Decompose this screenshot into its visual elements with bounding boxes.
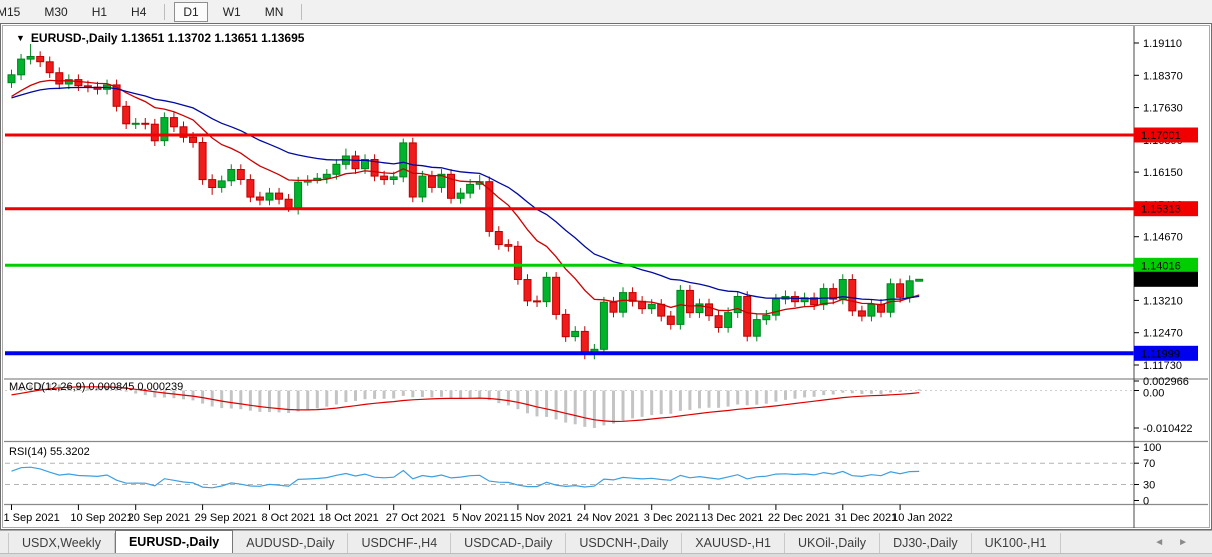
macd-histogram [10,383,921,428]
svg-text:29 Sep 2021: 29 Sep 2021 [195,512,257,524]
ma-fast-line [11,79,920,315]
svg-text:20 Sep 2021: 20 Sep 2021 [128,512,190,524]
timeframe-toolbar: M15 M30 H1 H4 D1 W1 MN [0,0,1212,24]
svg-text:18 Oct 2021: 18 Oct 2021 [319,512,379,524]
chart-tab-bar: USDX,Weekly EURUSD-,Daily AUDUSD-,Daily USD… [0,530,1212,554]
svg-text:22 Dec 2021: 22 Dec 2021 [768,512,830,524]
svg-text:8 Oct 2021: 8 Oct 2021 [262,512,316,524]
svg-text:31 Dec 2021: 31 Dec 2021 [835,512,897,524]
chart-tab-usdchf-h4[interactable]: USDCHF-,H4 [348,533,452,554]
timeframe-button-m30[interactable]: M30 [44,4,68,19]
current-price-badge: 1.13695 [1134,271,1198,287]
price-level-badge-1.11999: 1.11999 [1134,345,1198,361]
chart-title: ▼ EURUSD-,Daily 1.13651 1.13702 1.13651 1… [16,31,304,45]
toolbar-separator [301,3,303,20]
window-bottom-edge [0,553,1212,557]
svg-text:3 Dec 2021: 3 Dec 2021 [644,512,700,524]
tab-scroll-left-icon[interactable]: ◄ [1154,537,1179,548]
svg-text:24 Nov 2021: 24 Nov 2021 [577,512,639,524]
svg-text:27 Oct 2021: 27 Oct 2021 [386,512,446,524]
svg-text:1.11730: 1.11730 [1143,360,1182,372]
svg-text:10 Jan 2022: 10 Jan 2022 [892,512,953,524]
chart-title-text: EURUSD-,Daily 1.13651 1.13702 1.13651 1.… [30,31,305,45]
price-level-badge-1.14016: 1.14016 [1134,257,1198,273]
svg-text:1.18370: 1.18370 [1143,70,1183,82]
timeframe-button-m15[interactable]: M15 [0,4,21,19]
svg-text:1.14670: 1.14670 [1143,232,1183,244]
svg-text:1.19110: 1.19110 [1143,38,1182,50]
chart-tab-eurusd-daily[interactable]: EURUSD-,Daily [114,530,234,554]
chart-tab-audusd-daily[interactable]: AUDUSD-,Daily [233,533,349,554]
svg-text:1.12470: 1.12470 [1143,328,1183,340]
svg-text:1.13210: 1.13210 [1143,295,1183,307]
chart-tab-usdx-weekly[interactable]: USDX,Weekly [8,533,115,554]
svg-text:-0.010422: -0.010422 [1143,423,1193,435]
tab-scroll-arrows: ◄► [1154,537,1202,548]
timeframe-button-h4[interactable]: H4 [131,4,147,19]
svg-text:0.00: 0.00 [1143,388,1164,400]
svg-text:1.13695: 1.13695 [1141,274,1181,286]
svg-text:1.17001: 1.17001 [1141,130,1181,142]
rsi-axis[interactable]: 100 70 30 0 [1134,442,1161,508]
timeframe-button-w1[interactable]: W1 [222,4,241,19]
svg-text:1.15313: 1.15313 [1141,204,1181,216]
chart-tab-uk100-h1[interactable]: UK100-,H1 [972,533,1061,554]
tab-scroll-right-icon[interactable]: ► [1178,537,1202,548]
price-level-badge-1.15313: 1.15313 [1134,201,1198,217]
svg-text:30: 30 [1143,480,1155,492]
price-level-badge-1.17001: 1.17001 [1134,127,1198,143]
chart-tab-ukoil-daily[interactable]: UKOil-,Daily [785,533,881,554]
macd-signal-line [11,386,920,423]
svg-text:1.11999: 1.11999 [1141,348,1180,360]
chart-tab-dj30-daily[interactable]: DJ30-,Daily [880,533,972,554]
rsi-line [11,466,920,489]
svg-text:1.14016: 1.14016 [1141,260,1181,272]
chart-tab-usdcad-daily[interactable]: USDCAD-,Daily [451,533,567,554]
svg-text:1 Sep 2021: 1 Sep 2021 [4,512,60,524]
macd-indicator-label: MACD(12,26,9) 0.000845 0.000239 [9,381,184,393]
chart-canvas[interactable]: 1.191101.183701.176301.168901.161501.154… [0,0,1212,530]
chart-tab-usdcnh-daily[interactable]: USDCNH-,Daily [566,533,683,554]
svg-text:15 Nov 2021: 15 Nov 2021 [510,512,572,524]
svg-text:100: 100 [1143,442,1161,454]
svg-text:70: 70 [1143,458,1155,470]
timeframe-button-h1[interactable]: H1 [91,4,108,19]
svg-text:10 Sep 2021: 10 Sep 2021 [70,512,132,524]
svg-text:0.002966: 0.002966 [1143,376,1189,388]
svg-text:1.17630: 1.17630 [1143,103,1183,115]
svg-text:13 Dec 2021: 13 Dec 2021 [701,512,763,524]
svg-text:5 Nov 2021: 5 Nov 2021 [453,512,509,524]
candles [7,43,924,360]
ma-slow-line [11,86,920,302]
chart-tab-xauusd-h1[interactable]: XAUUSD-,H1 [682,533,785,554]
chart-collapse-arrow-icon[interactable]: ▼ [16,33,25,43]
toolbar-separator [164,3,166,20]
svg-text:0: 0 [1143,496,1149,508]
timeframe-button-d1[interactable]: D1 [174,1,208,22]
rsi-indicator-label: RSI(14) 55.3202 [9,446,90,458]
svg-text:1.16150: 1.16150 [1143,167,1183,179]
timeframe-button-mn[interactable]: MN [264,4,284,19]
